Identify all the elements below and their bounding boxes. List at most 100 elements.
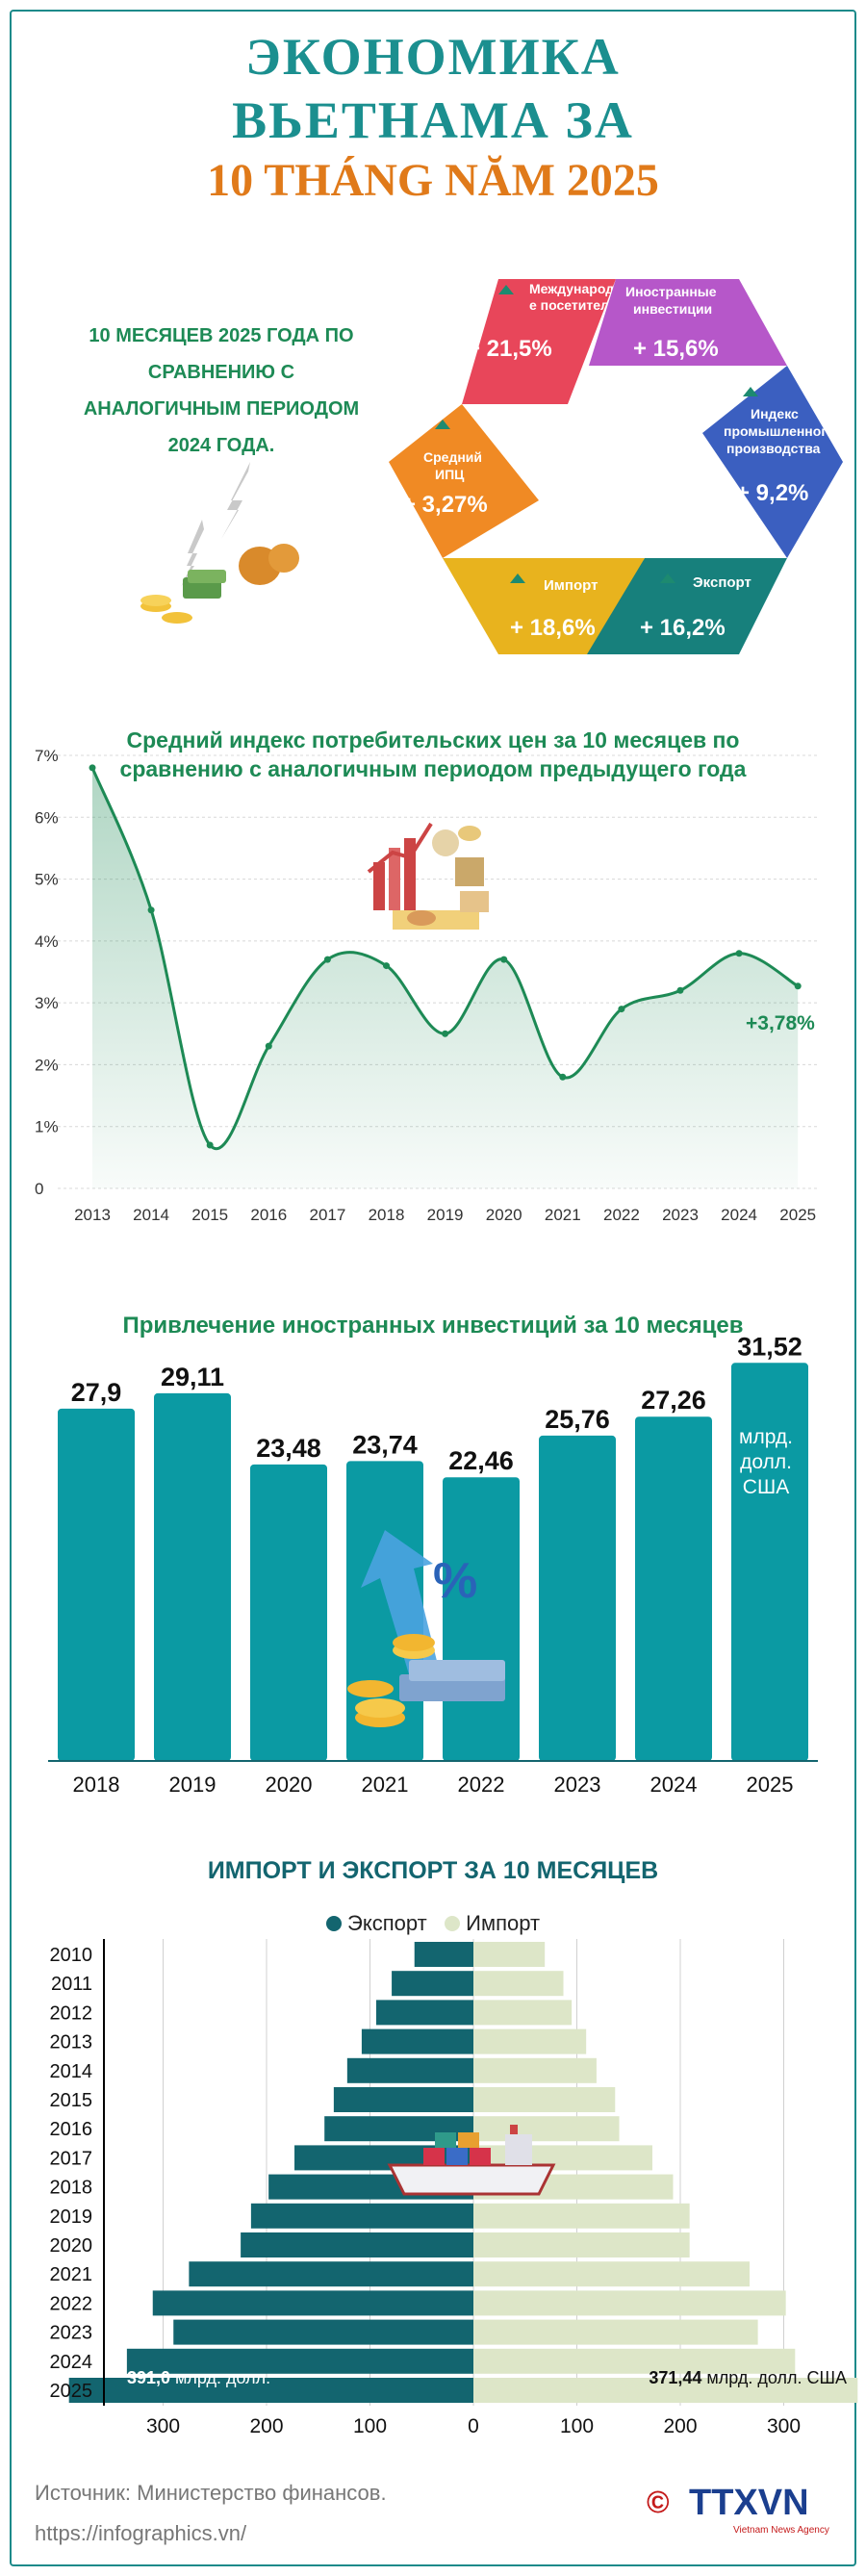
import-bar <box>473 2261 751 2287</box>
export-bar <box>361 2028 473 2054</box>
arrow-up-icon <box>498 285 514 294</box>
cpi-y-tick-label: 3% <box>35 994 59 1012</box>
trade-x-tick-label: 100 <box>353 2415 387 2437</box>
trade-y-tick-label: 2016 <box>50 2119 93 2140</box>
indicator-label: производства <box>726 441 821 456</box>
legend-import-label: Импорт <box>466 1911 541 1935</box>
indicator-label: инвестиции <box>633 301 712 317</box>
cpi-y-tick-label: 2% <box>35 1056 59 1074</box>
cpi-point <box>794 982 802 990</box>
trade-x-tick-label: 100 <box>560 2415 594 2437</box>
cpi-chart: 0 1% 2% 3% 4% 5% 6% 7% 2013 2014 2015 2016 2017 2018… <box>35 747 818 1224</box>
fdi-value-label: 23,48 <box>256 1434 321 1463</box>
trade-y-tick-label: 2013 <box>50 2032 93 2053</box>
trade-x-tick-label: 200 <box>249 2415 283 2437</box>
indicator-industrial-production: Индекс промышленного производства + 9,2% <box>702 366 843 558</box>
trade-x-tick-label: 0 <box>468 2415 479 2437</box>
fdi-value-label: 25,76 <box>545 1405 610 1434</box>
fdi-unit-line-2: долл. <box>740 1451 792 1473</box>
indicator-label: е посетители <box>529 297 618 313</box>
cpi-x-tick-label: 2013 <box>74 1206 111 1224</box>
cpi-y-tick-label: 6% <box>35 808 59 827</box>
import-bar <box>473 2028 587 2054</box>
arrow-up-icon <box>510 574 525 583</box>
cpi-point <box>323 956 331 963</box>
import-bar <box>473 1971 564 1997</box>
export-bar <box>189 2261 473 2287</box>
export-bar <box>241 2232 473 2257</box>
fdi-bar <box>154 1392 231 1761</box>
trade-x-tick-label: 300 <box>146 2415 180 2437</box>
indicator-label: Средний <box>423 449 482 465</box>
cpi-point <box>442 1030 449 1037</box>
cpi-line <box>90 767 799 1150</box>
import-bar <box>473 2000 573 2026</box>
fdi-x-tick-label: 2022 <box>458 1773 505 1797</box>
legend-export-swatch <box>325 1916 342 1931</box>
cpi-grid: 0 1% 2% 3% 4% 5% 6% 7% <box>35 747 818 1198</box>
indicator-import: Импорт + 18,6% <box>443 558 645 654</box>
indicator-value: + 21,5% <box>467 336 552 362</box>
trade-y-tick-label: 2010 <box>50 1945 93 1966</box>
indicator-label: Международны <box>529 281 634 296</box>
cpi-x-tick-label: 2023 <box>662 1206 699 1224</box>
trade-y-tick-label: 2015 <box>50 2090 93 2111</box>
trade-chart: 2010 2011 2012 2013 2014 2015 2016 2017 2018 2019… <box>50 1939 858 2437</box>
fdi-title: Привлечение иностранных инвестиций за 10… <box>122 1313 744 1339</box>
trade-title: ИМПОРТ И ЭКСПОРТ ЗА 10 МЕСЯЦЕВ <box>207 1857 659 1884</box>
fdi-unit-line-1: млрд. <box>739 1426 793 1448</box>
cpi-title-line-1: Средний индекс потребительских цен за 10… <box>126 727 740 752</box>
indicator-label: Индекс <box>751 406 799 421</box>
cpi-y-tick-label: 0 <box>35 1180 43 1198</box>
fdi-x-tick-label: 2021 <box>362 1773 409 1797</box>
cargo-ship-illustration <box>387 2125 556 2196</box>
trade-x-tick-label: 200 <box>663 2415 697 2437</box>
source-url[interactable]: https://infographics.vn/ <box>35 2521 247 2545</box>
cpi-x-tick-label: 2020 <box>486 1206 522 1224</box>
svg-text:%: % <box>433 1553 477 1609</box>
fdi-bar <box>731 1363 808 1761</box>
cpi-x-tick-label: 2016 <box>250 1206 287 1224</box>
investment-illustration: % <box>347 1530 505 1727</box>
cpi-x-tick-label: 2025 <box>779 1206 816 1224</box>
fdi-x-tick-label: 2024 <box>650 1773 698 1797</box>
fdi-x-tick-label: 2019 <box>169 1773 216 1797</box>
indicator-label: Импорт <box>544 577 598 594</box>
title-line-1: ЭКОНОМИКА <box>245 28 621 86</box>
export-bar <box>173 2319 473 2345</box>
export-bar <box>375 2000 473 2026</box>
title-line-3: 10 THÁNG NĂM 2025 <box>207 155 659 206</box>
export-bar <box>414 1942 473 1967</box>
trade-legend: Экспорт Импорт <box>0 1911 866 1936</box>
import-bar <box>473 2319 758 2345</box>
trade-y-tick-label: 2022 <box>50 2293 93 2314</box>
cpi-x-tick-label: 2021 <box>545 1206 581 1224</box>
ttxvn-logo: © TTXVN Vietnam News Agency <box>647 2483 839 2540</box>
export-2025-label: 391,0 млрд. долл. <box>127 2368 270 2387</box>
import-2025-label: 371,44 млрд. долл. США <box>649 2368 847 2387</box>
indicators-hexagon: Международны е посетители + 21,5% Иностр… <box>389 279 843 654</box>
cpi-x-tick-label: 2015 <box>191 1206 228 1224</box>
cpi-y-tick-label: 1% <box>35 1118 59 1136</box>
page-frame <box>10 10 856 2566</box>
fdi-bar <box>635 1416 712 1761</box>
trade-y-tick-label: 2024 <box>50 2352 93 2373</box>
indicator-international-visitors: Международны е посетители + 21,5% <box>462 279 634 404</box>
source-text: Источник: Министерство финансов. <box>35 2481 387 2505</box>
fdi-bar <box>539 1435 616 1761</box>
trade-y-tick-label: 2011 <box>51 1974 92 1995</box>
export-bar <box>392 1971 473 1997</box>
arrow-up-icon <box>743 387 758 396</box>
cpi-point <box>735 950 743 957</box>
cpi-point <box>89 764 96 772</box>
indicator-value: + 15,6% <box>633 336 719 362</box>
import-bar <box>473 2116 620 2142</box>
fdi-unit-line-3: США <box>743 1476 789 1498</box>
import-bar <box>473 2290 786 2316</box>
intro-text: 10 МЕСЯЦЕВ 2025 ГОДА ПО СРАВНЕНИЮ С АНАЛ… <box>83 325 360 456</box>
trade-y-tick-label: 2012 <box>50 2002 93 2024</box>
trade-y-tick-label: 2019 <box>50 2206 93 2228</box>
cpi-point <box>383 962 390 970</box>
cpi-title-line-2: сравнению с аналогичным периодом предыду… <box>119 756 747 781</box>
